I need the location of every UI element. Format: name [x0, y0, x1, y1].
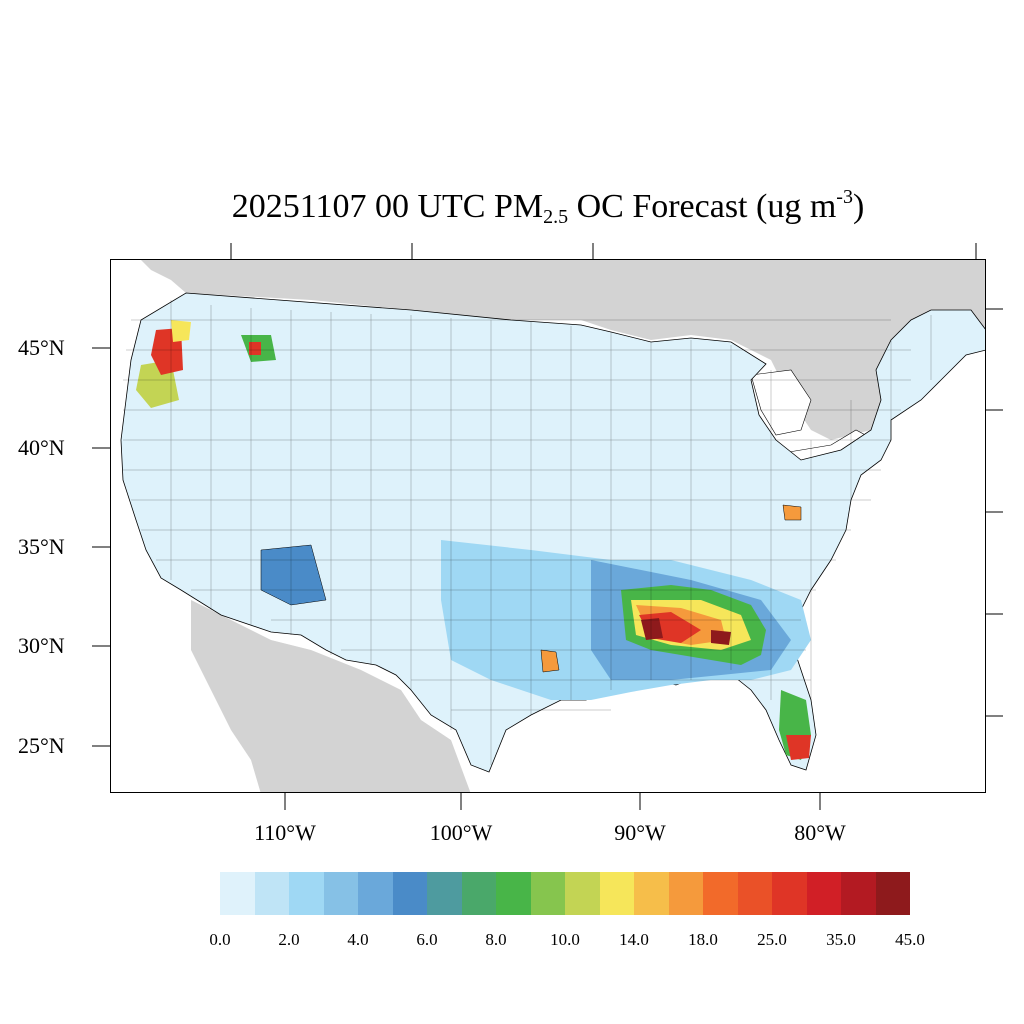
colorbar-swatch-16 — [772, 872, 807, 915]
idaho-red — [249, 342, 261, 355]
oregon-yellow — [171, 320, 191, 342]
title-suffix: ) — [852, 188, 865, 225]
colorbar-label-5: 10.0 — [550, 930, 580, 949]
title-superscript: -3 — [836, 186, 853, 208]
colorbar-label-2: 4.0 — [347, 930, 369, 949]
lon-label-80: 80°W — [794, 820, 846, 845]
map-panel — [110, 259, 986, 793]
lat-label-40: 40°N — [18, 435, 65, 460]
colorbar-swatch-7 — [461, 872, 496, 915]
colorbar-label-8: 25.0 — [757, 930, 787, 949]
colorbar-swatch-0 — [220, 872, 255, 915]
colorbar-swatch-2 — [289, 872, 324, 915]
colorbar-swatch-8 — [496, 872, 531, 915]
colorbar-label-6: 14.0 — [619, 930, 649, 949]
colorbar-swatch-11 — [599, 872, 634, 915]
colorbar-swatch-17 — [806, 872, 841, 915]
colorbar-swatch-14 — [703, 872, 738, 915]
mexico-land — [191, 600, 471, 792]
colorbar — [220, 872, 910, 915]
colorbar-swatch-18 — [841, 872, 876, 915]
map-title: 20251107 00 UTC PM2.5 OC Forecast (ug m-… — [0, 186, 1024, 229]
colorbar-label-10: 45.0 — [895, 930, 925, 949]
colorbar-swatch-9 — [530, 872, 565, 915]
lat-label-30: 30°N — [18, 633, 65, 658]
colorbar-swatch-1 — [254, 872, 289, 915]
colorbar-label-9: 35.0 — [826, 930, 856, 949]
lon-label-100: 100°W — [429, 820, 493, 845]
colorbar-swatch-15 — [737, 872, 772, 915]
title-prefix: 20251107 00 UTC PM — [231, 188, 544, 225]
colorbar-swatch-6 — [427, 872, 462, 915]
lon-label-110: 110°W — [254, 820, 316, 845]
colorbar-label-0: 0.0 — [209, 930, 231, 949]
colorbar-swatch-4 — [358, 872, 393, 915]
colorbar-label-3: 6.0 — [416, 930, 438, 949]
southeast-darkred — [641, 618, 731, 645]
lat-label-35: 35°N — [18, 534, 65, 559]
county-lines — [123, 300, 932, 765]
canada-land — [141, 260, 985, 440]
colorbar-swatch-12 — [634, 872, 669, 915]
lat-label-45: 45°N — [18, 335, 65, 360]
colorbar-swatch-13 — [668, 872, 703, 915]
colorbar-swatch-19 — [875, 872, 910, 915]
us-county-map — [120, 260, 985, 792]
colorbar-swatch-5 — [392, 872, 427, 915]
colorbar-swatch-10 — [565, 872, 600, 915]
colorbar-label-4: 8.0 — [485, 930, 507, 949]
title-subscript: 2.5 — [543, 206, 569, 228]
colorbar-label-7: 18.0 — [688, 930, 718, 949]
colorbar-label-1: 2.0 — [278, 930, 300, 949]
florida-red — [786, 735, 811, 760]
virginia-spot — [782, 504, 802, 521]
colorbar-swatch-3 — [323, 872, 358, 915]
lon-label-90: 90°W — [614, 820, 666, 845]
texas-spot — [540, 649, 560, 673]
title-middle: OC Forecast (ug m — [568, 188, 837, 225]
lat-label-25: 25°N — [18, 733, 65, 758]
